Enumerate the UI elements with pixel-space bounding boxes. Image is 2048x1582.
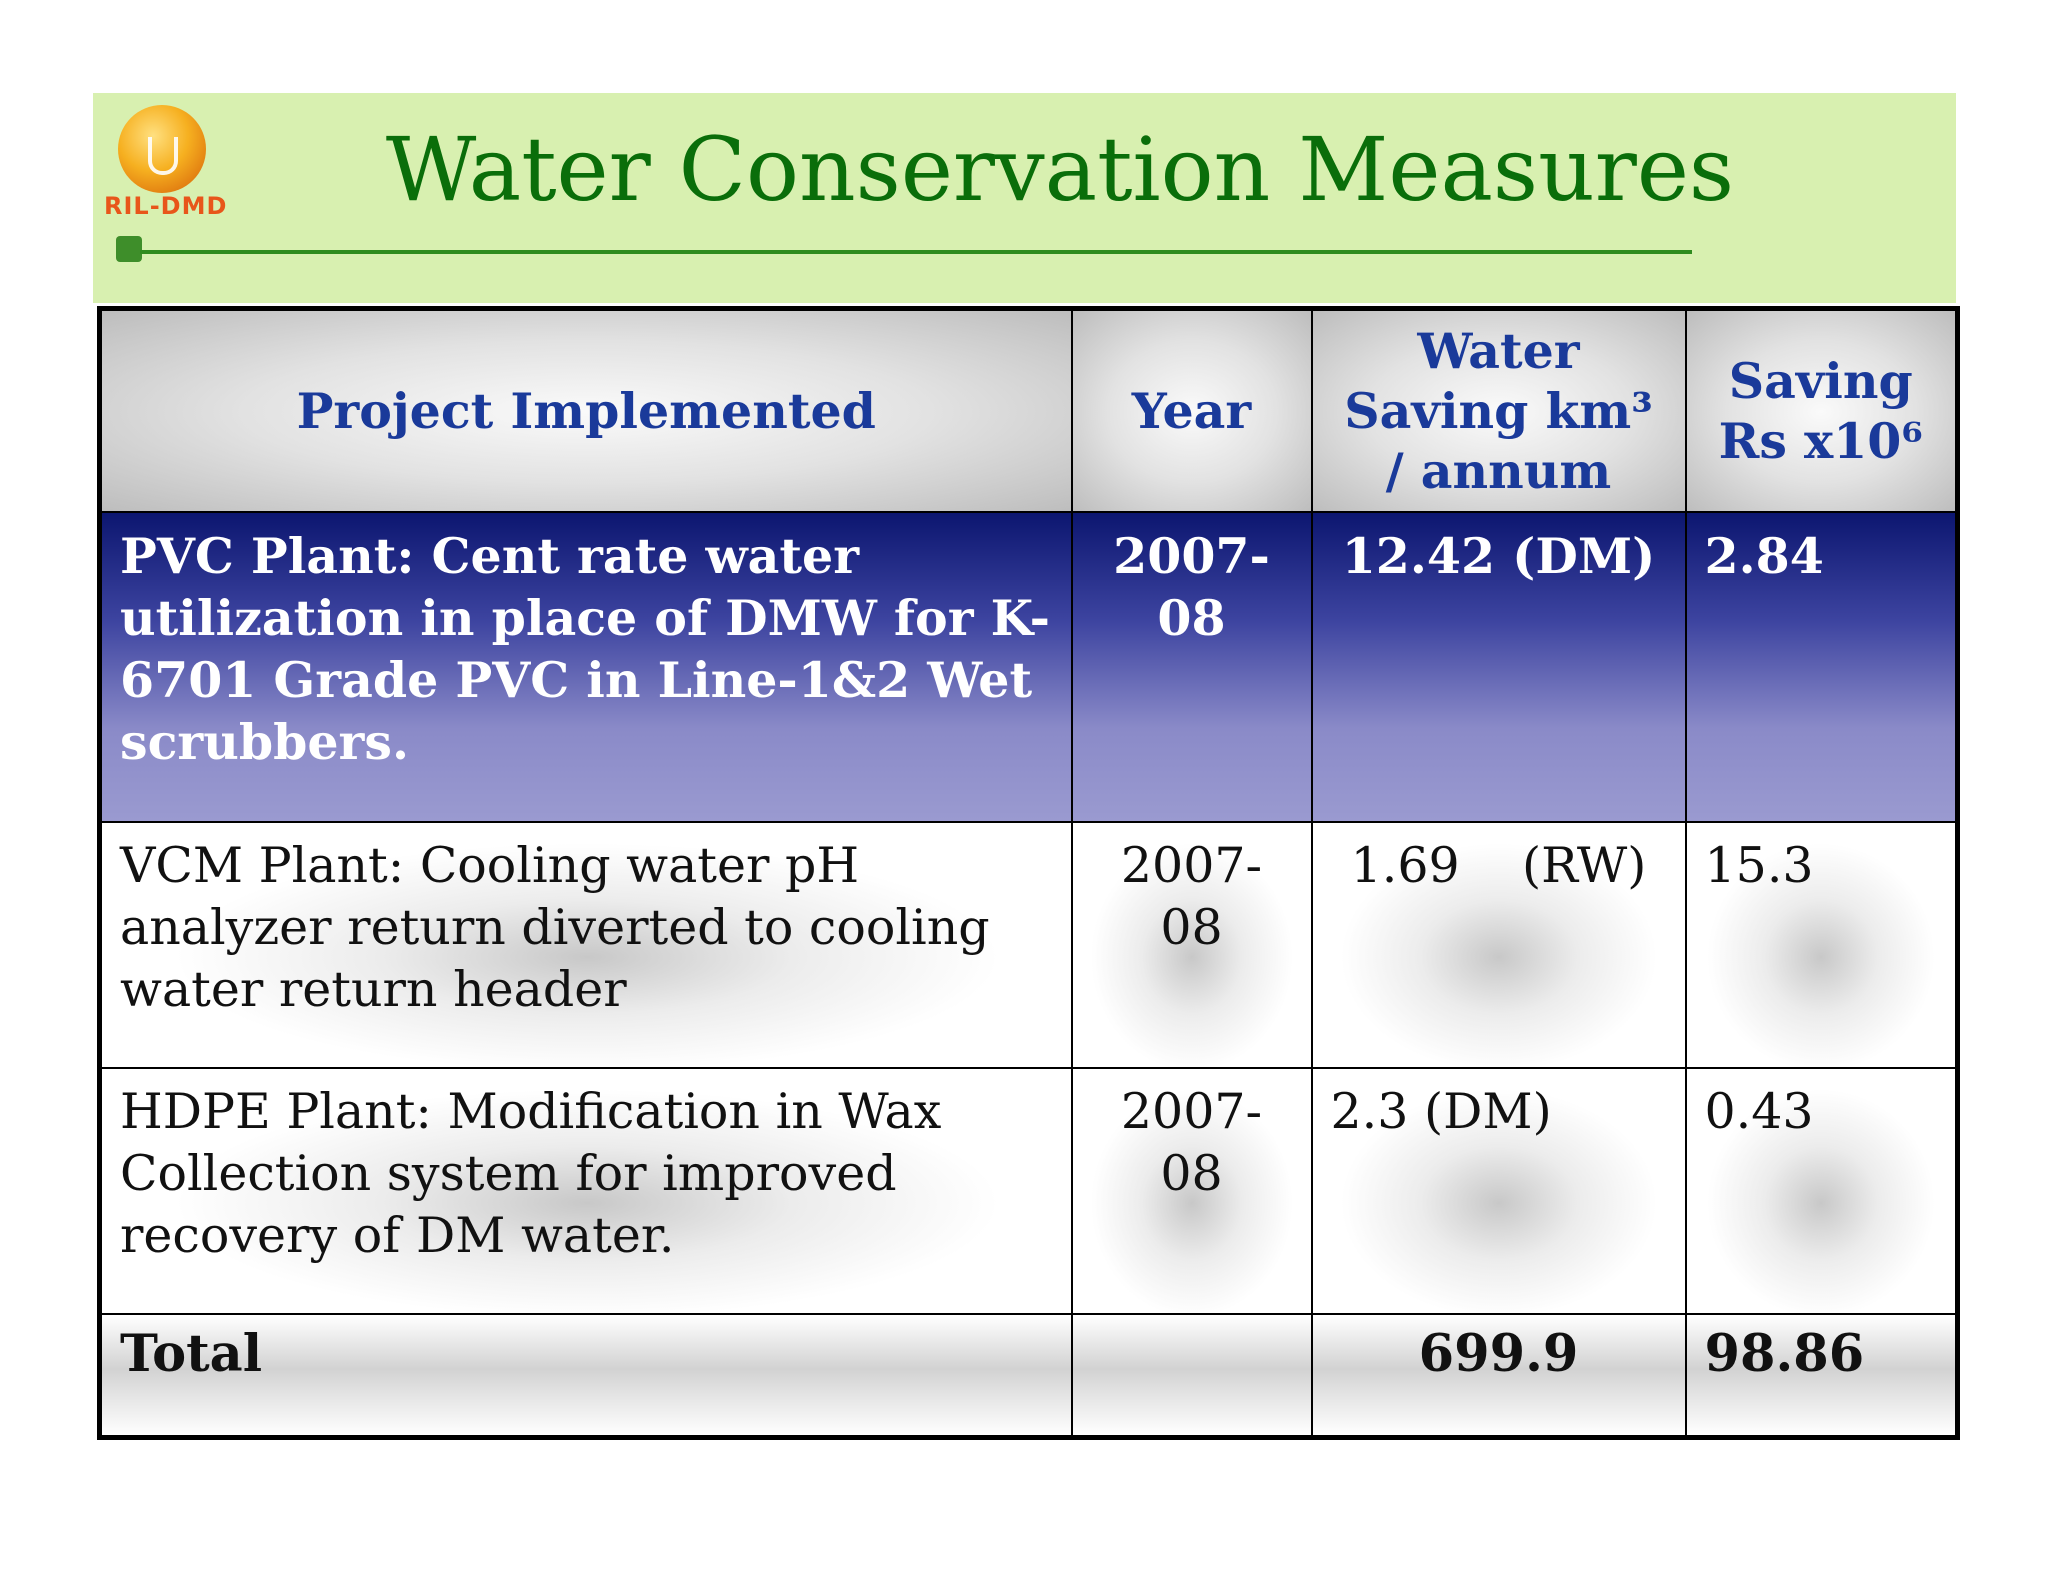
cell-year: 2007-08	[1070, 511, 1313, 823]
total-water-saving: 699.9	[1310, 1313, 1687, 1439]
total-saving-rs: 98.86	[1684, 1313, 1959, 1439]
cell-water-saving: 2.3 (DM)	[1310, 1067, 1687, 1315]
title-rule	[140, 250, 1692, 254]
cell-water-saving: 1.69 (RW)	[1310, 821, 1687, 1069]
header-project: Project Implemented	[98, 307, 1073, 513]
page-title: Water Conservation Measures	[385, 118, 1735, 221]
table-total-row: Total 699.9 98.86	[98, 1313, 1959, 1439]
ril-logo-icon	[118, 105, 206, 193]
title-rule-bullet	[116, 236, 142, 262]
header-saving-rs: Saving Rs x10⁶	[1684, 307, 1959, 513]
total-label: Total	[98, 1313, 1073, 1439]
water-conservation-table: Project Implemented Year Water Saving km…	[97, 306, 1960, 1440]
cell-saving-rs: 2.84	[1684, 511, 1959, 823]
cell-project: VCM Plant: Cooling water pH analyzer ret…	[98, 821, 1073, 1069]
cell-saving-rs: 0.43	[1684, 1067, 1959, 1315]
total-year	[1070, 1313, 1313, 1439]
table-header-row: Project Implemented Year Water Saving km…	[98, 307, 1959, 513]
table-row: HDPE Plant: Modification in Wax Collecti…	[98, 1067, 1959, 1315]
cell-project: HDPE Plant: Modification in Wax Collecti…	[98, 1067, 1073, 1315]
cell-year: 2007-08	[1070, 821, 1313, 1069]
cell-year: 2007-08	[1070, 1067, 1313, 1315]
cell-saving-rs: 15.3	[1684, 821, 1959, 1069]
table-row: PVC Plant: Cent rate water utilization i…	[98, 511, 1959, 823]
header-band	[93, 93, 1956, 303]
logo-text: RIL-DMD	[104, 192, 228, 220]
cell-project: PVC Plant: Cent rate water utilization i…	[98, 511, 1073, 823]
cell-water-saving: 12.42 (DM)	[1310, 511, 1687, 823]
header-year: Year	[1070, 307, 1313, 513]
table-row: VCM Plant: Cooling water pH analyzer ret…	[98, 821, 1959, 1069]
header-water-saving: Water Saving km³ / annum	[1310, 307, 1687, 513]
